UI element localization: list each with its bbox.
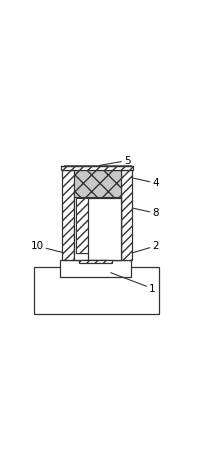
Bar	[34, 267, 159, 314]
Bar	[121, 170, 132, 260]
Bar	[61, 166, 133, 170]
Text: 2: 2	[133, 241, 159, 253]
Bar	[74, 170, 121, 197]
Text: 5: 5	[99, 155, 131, 166]
Bar	[60, 260, 131, 277]
Text: 1: 1	[111, 273, 156, 294]
Text: 10: 10	[30, 241, 63, 253]
Text: 8: 8	[133, 208, 159, 218]
Bar	[88, 198, 121, 260]
Bar	[76, 198, 88, 253]
Bar	[62, 170, 74, 260]
Text: 4: 4	[133, 178, 159, 188]
Bar	[79, 260, 112, 263]
Bar	[76, 198, 88, 253]
Bar	[74, 197, 121, 260]
